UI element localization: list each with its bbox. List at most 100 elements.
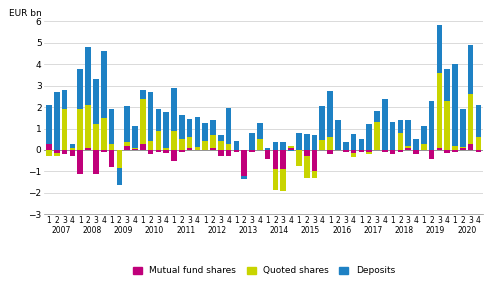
Bar (296, 133, 302, 150)
Bar (116, 168, 122, 185)
Bar (444, 101, 450, 150)
Bar (327, 150, 333, 154)
Text: 2015: 2015 (301, 226, 320, 235)
Bar (148, 150, 153, 154)
Text: 2017: 2017 (363, 226, 383, 235)
Bar (140, 144, 145, 150)
Bar (405, 120, 411, 146)
Bar (132, 126, 138, 148)
Bar (351, 153, 356, 157)
Bar (46, 150, 52, 156)
Bar (366, 124, 372, 150)
Bar (358, 150, 364, 152)
Bar (132, 149, 138, 150)
Bar (304, 134, 310, 150)
Bar (327, 91, 333, 137)
Bar (70, 144, 75, 148)
Bar (437, 24, 442, 73)
Bar (304, 150, 310, 156)
Bar (319, 106, 325, 140)
Bar (140, 99, 145, 144)
Bar (226, 150, 231, 156)
Bar (108, 109, 114, 144)
Bar (444, 69, 450, 101)
Bar (304, 156, 310, 178)
Bar (343, 150, 349, 152)
Text: 2009: 2009 (113, 226, 133, 235)
Bar (226, 144, 231, 150)
Bar (397, 133, 403, 150)
Bar (257, 139, 263, 150)
Bar (116, 150, 122, 168)
Bar (366, 150, 372, 152)
Bar (421, 144, 426, 150)
Bar (444, 150, 450, 153)
Bar (374, 122, 380, 150)
Bar (358, 139, 364, 150)
Text: 2007: 2007 (51, 226, 70, 235)
Bar (468, 45, 473, 94)
Bar (156, 150, 161, 152)
Bar (195, 117, 200, 147)
Text: 2018: 2018 (395, 226, 414, 235)
Bar (234, 141, 239, 150)
Bar (429, 150, 434, 159)
Bar (179, 114, 184, 139)
Bar (148, 92, 153, 141)
Bar (335, 120, 341, 150)
Bar (195, 147, 200, 150)
Bar (101, 118, 106, 150)
Bar (101, 150, 106, 152)
Text: 2011: 2011 (176, 226, 195, 235)
Bar (54, 150, 60, 153)
Bar (93, 124, 99, 150)
Bar (476, 105, 481, 137)
Bar (397, 150, 403, 152)
Text: 2010: 2010 (145, 226, 164, 235)
Bar (108, 150, 114, 167)
Bar (296, 150, 302, 166)
Bar (468, 144, 473, 150)
Bar (203, 141, 208, 150)
Bar (85, 105, 91, 148)
Bar (124, 143, 130, 146)
Bar (265, 148, 271, 150)
Bar (288, 146, 294, 148)
Bar (429, 101, 434, 150)
Bar (452, 146, 458, 150)
Bar (413, 150, 419, 154)
Bar (85, 148, 91, 150)
Bar (242, 150, 247, 176)
Bar (257, 123, 263, 139)
Bar (124, 106, 130, 142)
Bar (281, 150, 286, 169)
Bar (327, 137, 333, 150)
Bar (140, 90, 145, 99)
Bar (108, 144, 114, 150)
Bar (70, 148, 75, 150)
Bar (265, 150, 271, 159)
Bar (319, 140, 325, 150)
Bar (179, 139, 184, 150)
Bar (218, 141, 224, 150)
Bar (374, 111, 380, 122)
Text: 2016: 2016 (332, 226, 352, 235)
Bar (288, 150, 294, 151)
Bar (70, 150, 75, 156)
Bar (148, 141, 153, 150)
Bar (476, 150, 481, 152)
Bar (351, 150, 356, 153)
Bar (437, 73, 442, 148)
Bar (405, 148, 411, 150)
Bar (156, 109, 161, 131)
Bar (468, 94, 473, 144)
Bar (210, 135, 216, 148)
Bar (93, 150, 99, 174)
Text: 2014: 2014 (270, 226, 289, 235)
Bar (249, 133, 255, 150)
Bar (203, 123, 208, 141)
Text: 2012: 2012 (208, 226, 226, 235)
Bar (390, 122, 395, 150)
Bar (218, 150, 224, 156)
Text: EUR bn: EUR bn (9, 9, 42, 17)
